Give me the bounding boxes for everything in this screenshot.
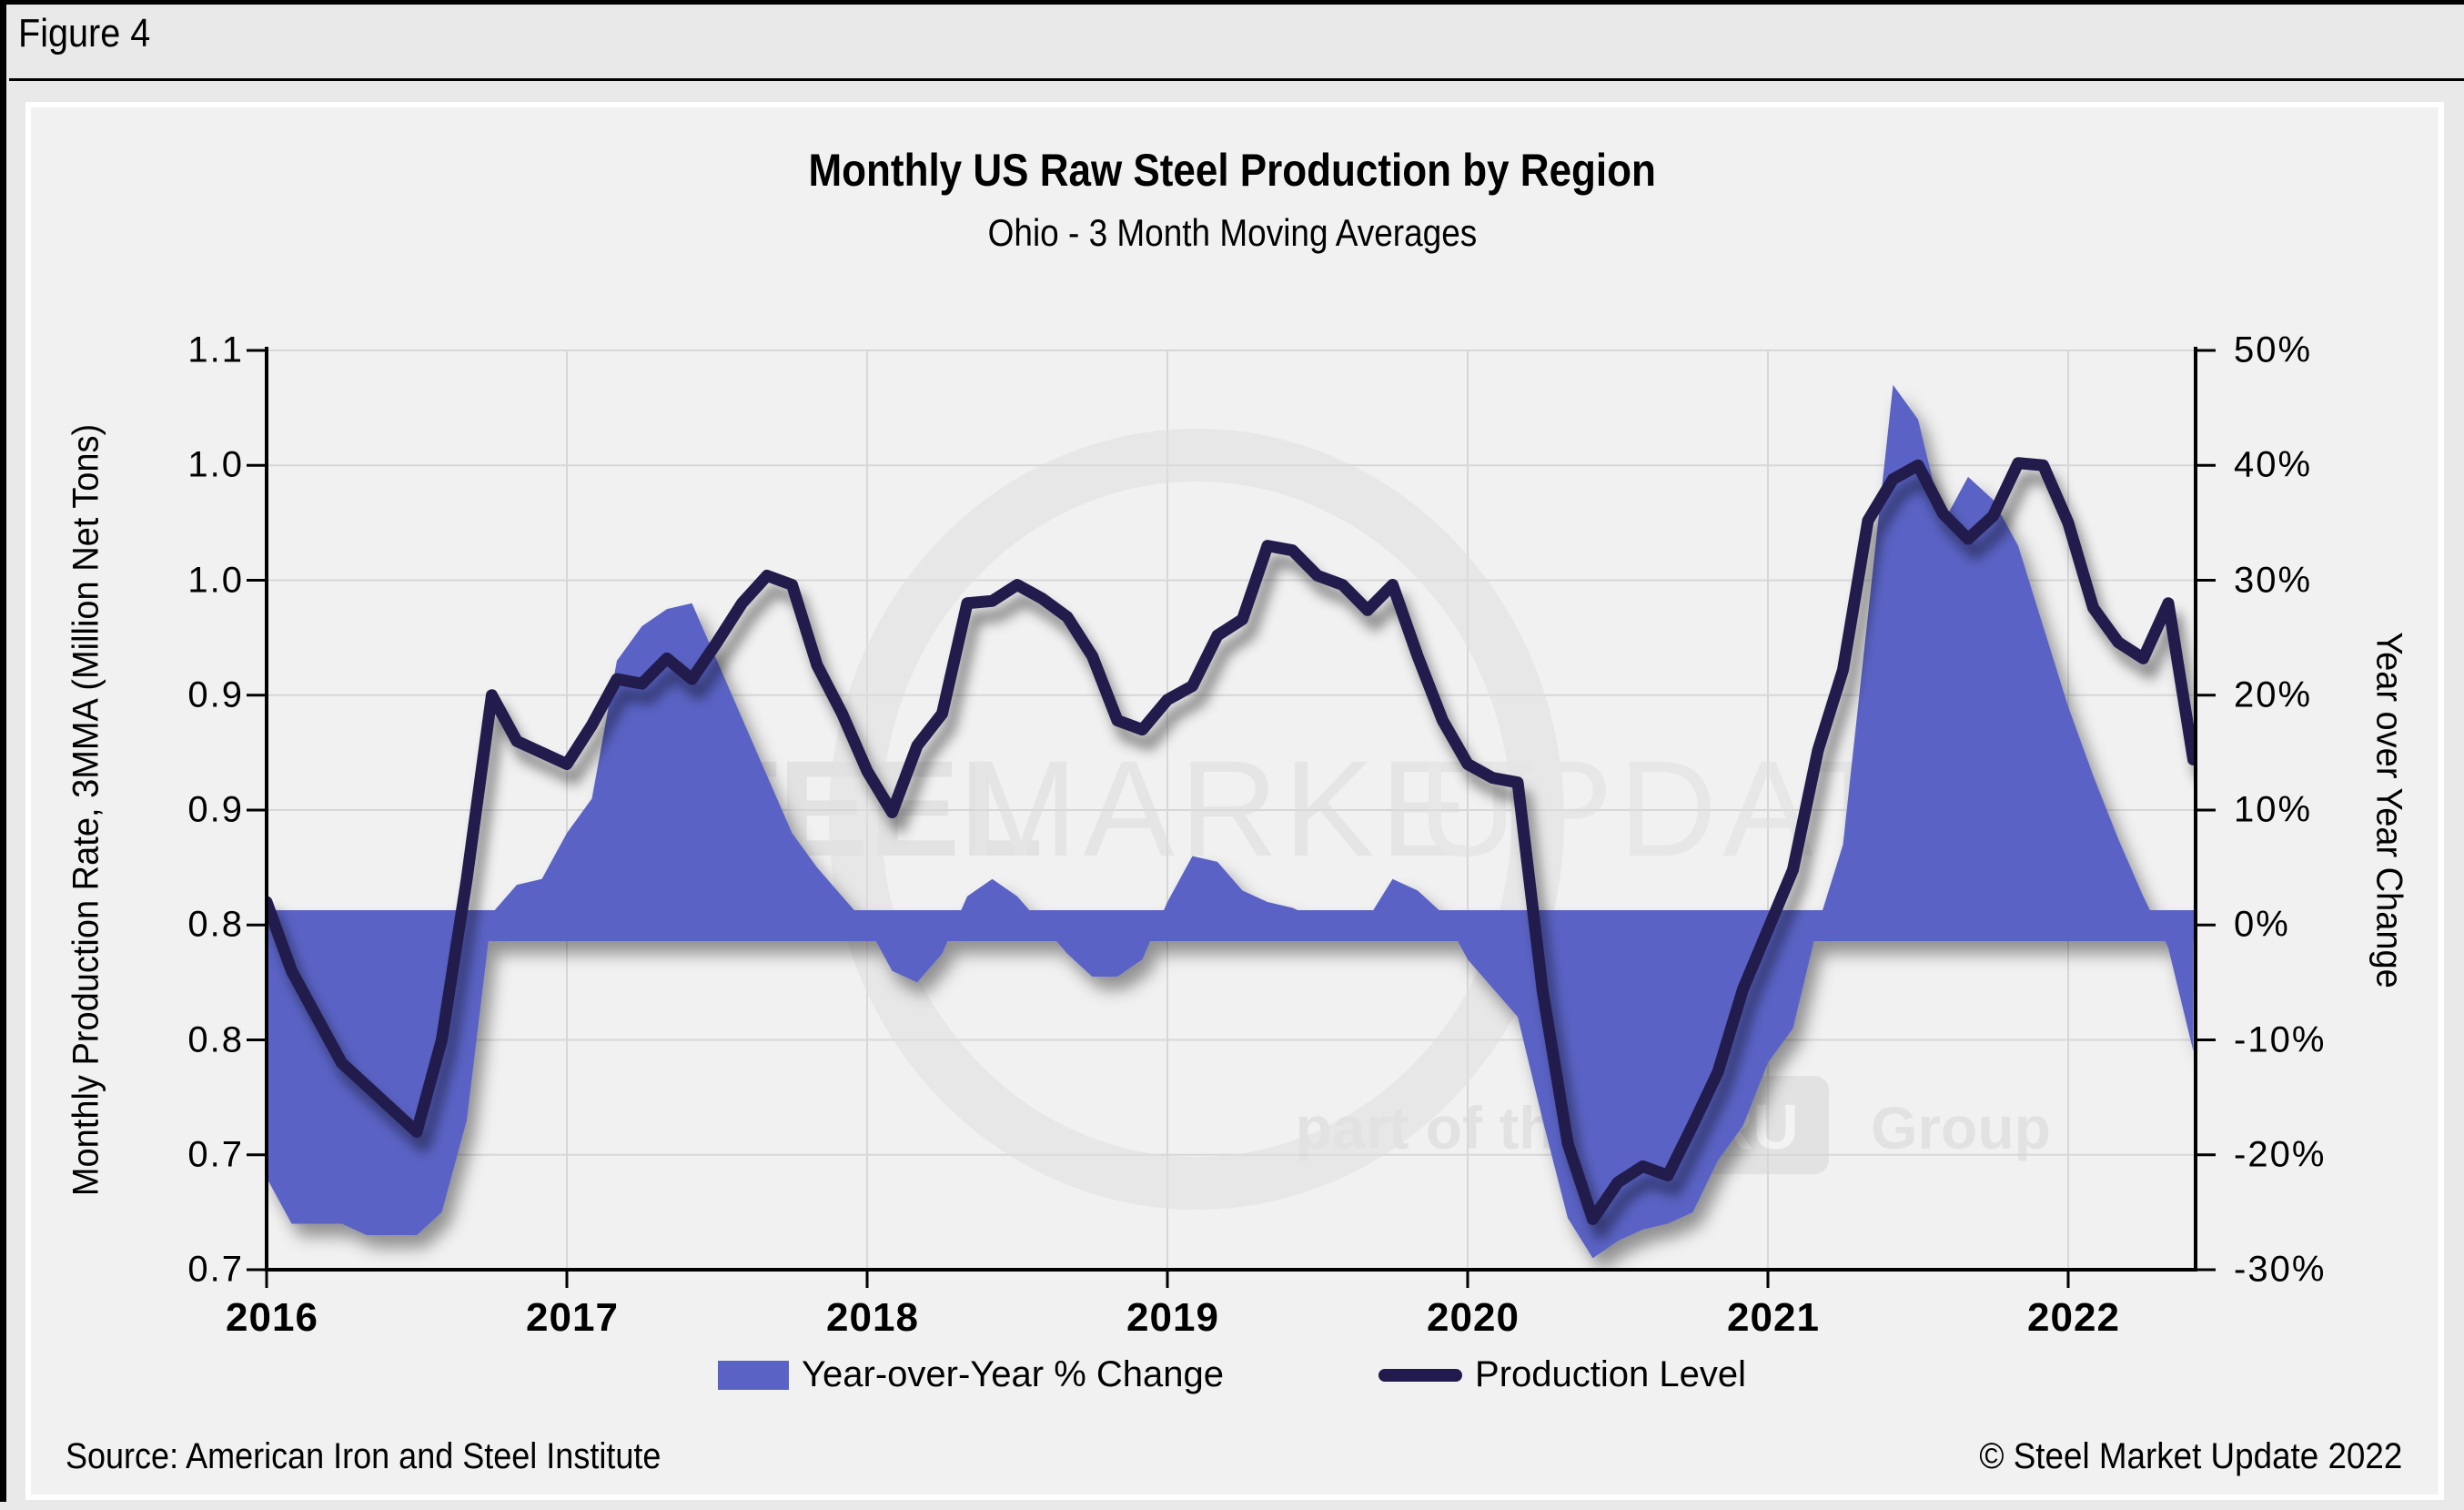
legend: Year-over-Year % Change Production Level [0,1354,2464,1395]
right-axis-title: Year over Year Change [2368,632,2409,988]
right-tick-label: 40% [2234,444,2313,485]
header-rule [9,78,2464,81]
chart-subtitle: Ohio - 3 Month Moving Averages [987,211,1477,254]
source-note-text: Source: American Iron and Steel Institut… [66,1436,661,1476]
right-tick-label: 30% [2234,560,2313,600]
right-tick-label: -20% [2234,1134,2327,1175]
right-tick-label: 10% [2234,789,2313,830]
chart-title: Monthly US Raw Steel Production by Regio… [808,145,1656,196]
source-note: Source: American Iron and Steel Institut… [66,1436,727,1477]
legend-item-production: Production Level [1378,1354,1746,1395]
left-border [0,0,6,1502]
chart-subtitle-row: Ohio - 3 Month Moving Averages [0,211,2464,255]
right-tick-label: 20% [2234,674,2313,715]
x-tick-label: 2017 [526,1295,619,1340]
watermark: STEEL MARKET UPDATE part of the CRU Grou… [603,429,2051,1210]
left-tick-label: 0.8 [187,1019,244,1059]
legend-label-production: Production Level [1475,1354,1746,1394]
right-tick-label: -10% [2234,1019,2327,1059]
copyright-note-text: © Steel Market Update 2022 [1979,1436,2402,1476]
legend-label-yoy: Year-over-Year % Change [802,1354,1225,1394]
left-tick-label: 1.0 [187,444,244,485]
production-line-swatch [1378,1368,1463,1382]
x-tick-label: 2018 [826,1295,919,1340]
yoy-area-swatch [718,1360,789,1390]
left-tick-label: 0.9 [187,674,244,715]
figure-label: Figure 4 [18,11,165,56]
right-tick-label: -30% [2234,1249,2327,1290]
watermark-tagline-suffix: Group [1871,1094,2051,1161]
left-axis-title: Monthly Production Rate, 3MMA (Million N… [66,423,106,1197]
left-tick-label: 1.0 [187,560,244,600]
x-tick-label: 2021 [1727,1295,1820,1340]
chart-title-row: Monthly US Raw Steel Production by Regio… [0,144,2464,197]
left-tick-label: 0.7 [187,1134,244,1175]
top-border [0,0,2464,5]
left-tick-label: 1.1 [187,329,244,370]
left-tick-label: 0.7 [187,1249,244,1290]
copyright-note: © Steel Market Update 2022 [1943,1436,2402,1477]
x-tick-label: 2016 [226,1295,318,1340]
x-tick-label: 2019 [1126,1295,1219,1340]
x-tick-label: 2022 [2027,1295,2120,1340]
axes [247,347,2216,1288]
watermark-ring [829,429,1564,1210]
yoy-area-series [267,384,2194,1259]
figure-label-text: Figure 4 [18,11,151,56]
production-line-series [267,457,2197,1225]
x-tick-label: 2020 [1427,1295,1520,1340]
left-tick-label: 0.9 [187,789,244,830]
right-tick-label: 0% [2234,904,2290,945]
right-tick-label: 50% [2234,329,2313,370]
left-tick-label: 0.8 [187,904,244,945]
legend-item-yoy: Year-over-Year % Change [718,1354,1224,1395]
yoy-area-group [267,384,2197,1259]
